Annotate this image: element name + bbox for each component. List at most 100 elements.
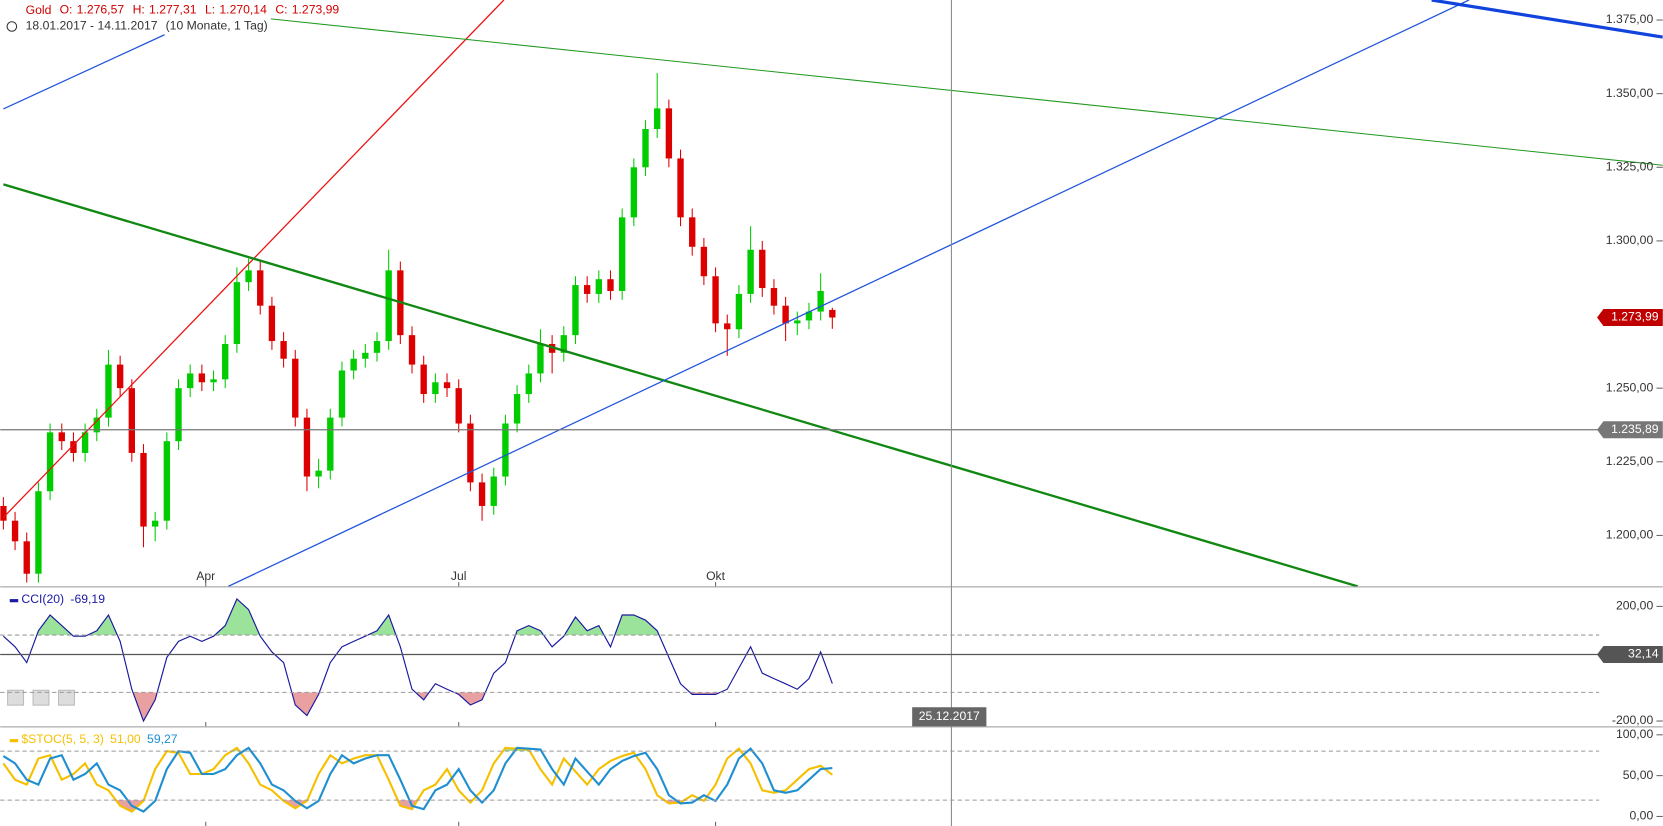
value-box-label: 1.235,89 (1611, 422, 1659, 436)
candle-body (338, 370, 346, 418)
candle-body (350, 358, 357, 371)
candle-body (46, 432, 54, 492)
candle-body (70, 441, 77, 453)
trend-line (1431, 0, 1663, 39)
candle-body (618, 217, 626, 291)
y-tick-label: 200,00 (1616, 599, 1653, 613)
candle-body (140, 452, 147, 527)
candle-body (525, 373, 532, 395)
y-tick-label: 1.225,00 (1606, 454, 1654, 468)
icon[interactable] (32, 689, 50, 706)
ohlc-value: 1.270,14 (219, 3, 267, 17)
candle-body (268, 305, 276, 342)
candle-body (385, 270, 392, 342)
last-price-label: 1.273,99 (1611, 310, 1659, 324)
icon[interactable] (7, 689, 25, 706)
series-line (2, 746, 833, 813)
plot-area (0, 0, 1663, 587)
candle-body (280, 341, 287, 359)
y-tick-label: 1.325,00 (1606, 159, 1654, 173)
crosshair-label: 25.12.2017 (919, 709, 980, 723)
candle-body (163, 441, 171, 521)
candle-body (327, 417, 334, 471)
candle-body (712, 276, 719, 324)
candle-body (245, 270, 252, 283)
trend-line (3, 183, 1359, 587)
ohlc-value: 1.273,99 (292, 3, 340, 17)
candle-body (665, 108, 673, 159)
y-tick-label: 1.300,00 (1606, 233, 1654, 247)
candle-body (257, 270, 264, 306)
value-box (1597, 421, 1663, 439)
candle-body (724, 323, 731, 330)
candle-body (607, 279, 614, 291)
candle-body (689, 217, 696, 247)
y-tick-label: 0,00 (1630, 809, 1654, 823)
candle-body (175, 388, 182, 442)
legend-name: CCI(20) (21, 592, 64, 606)
candle-body (35, 491, 42, 574)
ohlc-label: O: (60, 3, 73, 17)
legend-swatch (9, 599, 19, 603)
candle-body (292, 358, 299, 418)
y-tick-label: 1.250,00 (1606, 380, 1654, 394)
value-box (1597, 646, 1663, 663)
candle-body (116, 364, 124, 389)
series-line (2, 597, 833, 723)
trend-line (3, 34, 165, 110)
y-tick-label: 1.350,00 (1606, 86, 1654, 100)
candle-body (747, 249, 754, 294)
candle-body (128, 388, 135, 453)
candle-body (187, 373, 194, 389)
candle-body (210, 379, 217, 383)
candle-body (677, 158, 684, 218)
candle-body (829, 309, 836, 318)
candle-body (408, 335, 416, 365)
candle-body (233, 282, 241, 344)
candle-body (782, 305, 789, 324)
period: (10 Monate, 1 Tag) (166, 19, 268, 33)
band-fill (36, 598, 660, 636)
band-fill (115, 800, 705, 812)
candle-body (432, 382, 439, 395)
y-tick-label: 1.375,00 (1606, 12, 1654, 26)
candle-body (700, 246, 708, 277)
y-tick-label: 50,00 (1623, 768, 1654, 782)
candle-body (478, 482, 486, 506)
candle-body (11, 520, 19, 542)
candle-body (420, 364, 427, 395)
legend-value: -69,19 (70, 592, 105, 606)
candle-body (490, 476, 497, 506)
icon[interactable] (57, 689, 75, 706)
candle-body (81, 432, 89, 453)
ohlc-label: C: (275, 3, 287, 17)
value-box-label: 32,14 (1628, 647, 1659, 661)
ohlc-value: 1.276,57 (77, 3, 125, 17)
legend: CCI(20) -69,19 (21, 592, 105, 606)
candle-body (630, 167, 638, 218)
x-tick-label: Okt (706, 569, 726, 583)
trend-line (270, 18, 1663, 166)
candle-body (560, 335, 567, 353)
candle-body (93, 417, 100, 433)
legend-value: 51,00 (110, 732, 141, 746)
candle-body (105, 364, 112, 418)
candle-body (654, 108, 661, 129)
candle-body (23, 541, 30, 574)
plot-area (2, 597, 833, 723)
legend-value: 59,27 (147, 732, 178, 746)
candle-body (222, 343, 229, 380)
ohlc-label: L: (205, 3, 215, 17)
candle-body (443, 382, 451, 389)
candle-body (583, 285, 591, 294)
legend-title: $STOC(5, 5, 3) (21, 732, 103, 746)
candle-body (303, 417, 311, 477)
candle-body (502, 423, 509, 477)
instrument-title: Gold (26, 3, 52, 17)
candle-body (455, 388, 462, 424)
clock-icon (6, 21, 18, 32)
candle-body (151, 520, 159, 527)
ohlc-value: 1.277,31 (149, 3, 197, 17)
